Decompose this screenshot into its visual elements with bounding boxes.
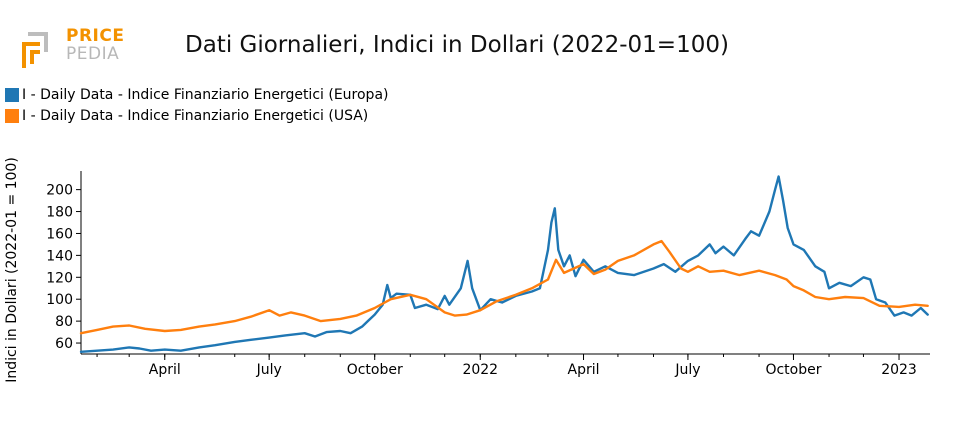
legend-label-usa: I - Daily Data - Indice Finanziario Ener… bbox=[22, 107, 369, 124]
logo-text-pedia: PEDIA bbox=[66, 44, 120, 64]
x-tick-label: 2023 bbox=[881, 362, 917, 378]
chart-legend: I - Daily Data - Indice Finanziario Ener… bbox=[5, 84, 388, 126]
legend-item-europa[interactable]: I - Daily Data - Indice Finanziario Ener… bbox=[5, 84, 388, 105]
y-tick-label: 60 bbox=[55, 336, 73, 352]
x-tick-label: 2022 bbox=[462, 362, 498, 378]
x-tick-label: April bbox=[568, 362, 600, 378]
legend-label-europa: I - Daily Data - Indice Finanziario Ener… bbox=[22, 86, 389, 103]
y-tick-label: 100 bbox=[46, 292, 73, 308]
x-tick-label: October bbox=[765, 362, 821, 378]
y-tick-label: 180 bbox=[46, 205, 73, 221]
legend-swatch-usa bbox=[5, 108, 19, 123]
pricepedia-logo: PRICE PEDIA bbox=[18, 24, 128, 74]
legend-item-usa[interactable]: I - Daily Data - Indice Finanziario Ener… bbox=[5, 105, 388, 126]
chart-series-layer bbox=[79, 175, 929, 353]
y-tick-label: 160 bbox=[46, 226, 73, 242]
x-tick-label: July bbox=[674, 362, 700, 378]
series-line-europa bbox=[79, 175, 929, 353]
y-tick-label: 200 bbox=[46, 183, 73, 199]
series-line-usa bbox=[79, 239, 929, 335]
y-tick-label: 80 bbox=[55, 314, 73, 330]
y-tick-label: 120 bbox=[46, 270, 73, 286]
chart-axes: 60 80 100 120 140 160 180 200 April July October 20… bbox=[46, 171, 930, 378]
chart-title: Dati Giornalieri, Indici in Dollari (202… bbox=[185, 32, 729, 58]
pricepedia-logo-mark bbox=[22, 32, 48, 68]
logo-text-price: PRICE bbox=[66, 26, 125, 46]
x-tick-label: July bbox=[256, 362, 282, 378]
y-tick-label: 140 bbox=[46, 248, 73, 264]
y-axis-title: Indici in Dollari (2022-01 = 100) bbox=[4, 157, 20, 383]
x-tick-label: October bbox=[347, 362, 403, 378]
x-tick-label: April bbox=[149, 362, 181, 378]
legend-swatch-europa bbox=[5, 87, 19, 102]
